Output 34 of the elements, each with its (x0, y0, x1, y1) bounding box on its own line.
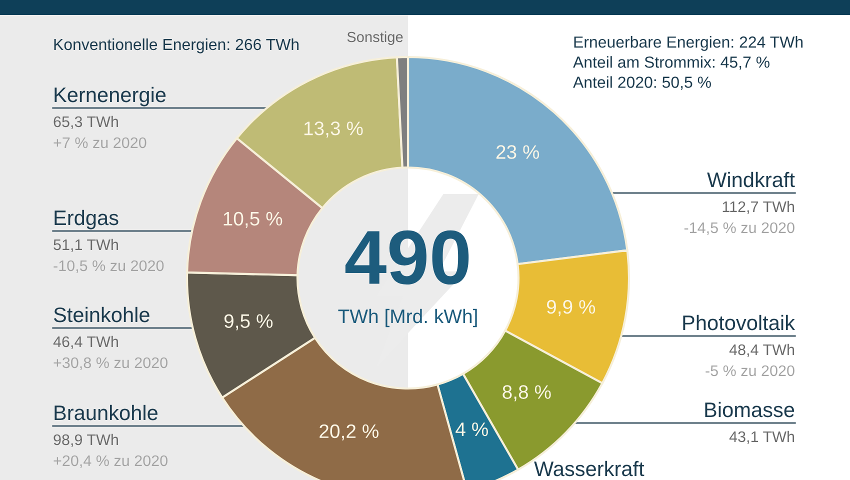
text: 490 (345, 230, 469, 285)
text: +20,4 % zu 2020 (54, 455, 168, 468)
text: 98,9 TWh (54, 434, 118, 447)
text: 51,1 TWh (54, 238, 118, 252)
slice-label: Biomasse (705, 402, 794, 418)
text: -5 % zu 2020 (706, 365, 794, 376)
text: TWh [Mrd. kWh] (338, 308, 477, 328)
text: +30,8 % zu 2020 (54, 357, 168, 370)
data-label: 4 % (456, 422, 488, 436)
text: +7 % zu 2020 (54, 137, 146, 148)
data-label: 9,9 % (546, 300, 596, 316)
text: 43,1 TWh (729, 430, 794, 444)
text: -14,5 % zu 2020 (684, 222, 794, 235)
data-label: 20,2 % (320, 424, 379, 440)
text: 46,4 TWh (53, 336, 118, 349)
slice-label: Braunkohle (54, 404, 158, 420)
text: -10,5 % zu 2020 (54, 260, 164, 273)
slice-label: Windkraft (707, 172, 795, 188)
slice-label: Steinkohle (54, 306, 150, 322)
data-label: 10,5 % (224, 212, 282, 228)
data-label: 23 % (496, 145, 540, 159)
data-label: 13,3 % (304, 122, 363, 138)
slice-label: Kernenergie (54, 86, 166, 106)
text: Erneuerbare Energien: 224 TWh Anteil am Strommix: 45,7 % Anteil 2020: 50,5 % (573, 36, 803, 90)
text: 65,3 TWh (54, 116, 118, 129)
slice-label: Wasserkraft (534, 460, 644, 476)
slice-label: Erdgas (54, 210, 118, 230)
slice-label: Photovoltaik (683, 314, 796, 330)
data-label: 8,8 % (502, 385, 551, 402)
text: Konventionelle Energien: 266 TWh (54, 38, 299, 54)
text: 112,7 TWh (722, 200, 794, 214)
slice-label: Sonstige (347, 31, 403, 46)
text: 48,4 TWh (729, 344, 794, 357)
data-label: 9,5 % (224, 314, 273, 330)
